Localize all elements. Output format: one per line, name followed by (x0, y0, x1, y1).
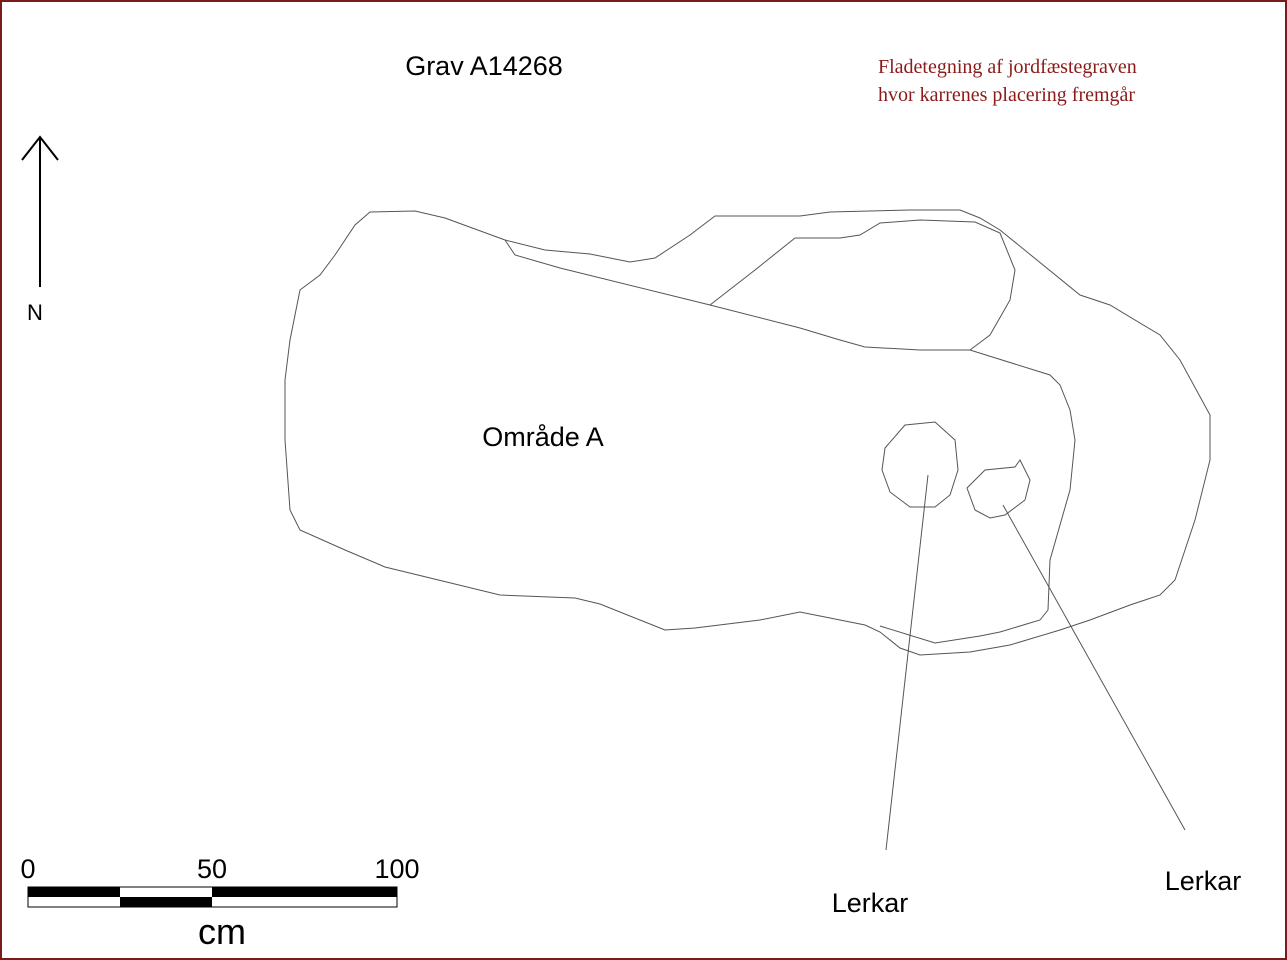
title: Grav A14268 (405, 51, 563, 81)
scale-unit: cm (198, 911, 246, 952)
scale-tick: 0 (20, 854, 35, 884)
scale-tick: 50 (197, 854, 227, 884)
pot-label: Lerkar (1165, 866, 1242, 896)
area-label: Område A (482, 422, 604, 452)
scale-tick: 100 (374, 854, 419, 884)
caption-line: Fladetegning af jordfæstegraven (878, 56, 1137, 78)
caption-line: hvor karrenes placering fremgår (878, 84, 1135, 106)
grave-outline (284, 209, 1211, 851)
scale-bar (27, 886, 398, 908)
north-label: N (27, 300, 43, 325)
pot-label: Lerkar (832, 888, 909, 918)
north-arrow (21, 135, 59, 287)
